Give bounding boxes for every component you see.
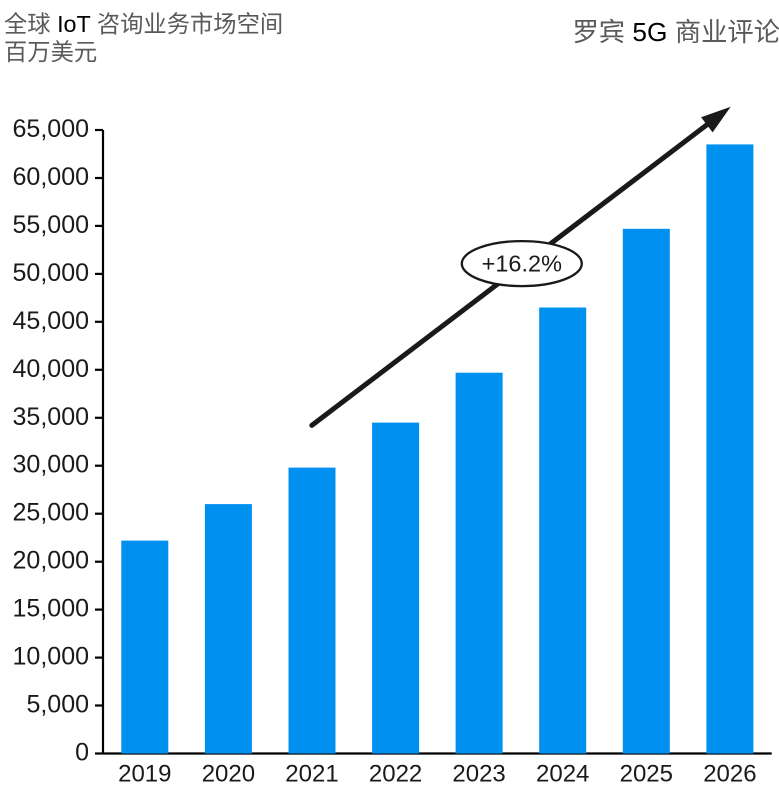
svg-text:0: 0 bbox=[75, 739, 89, 767]
svg-text:2020: 2020 bbox=[202, 761, 255, 788]
svg-text:50,000: 50,000 bbox=[13, 259, 89, 287]
svg-text:15,000: 15,000 bbox=[13, 595, 89, 623]
svg-text:2026: 2026 bbox=[703, 761, 756, 788]
svg-text:2021: 2021 bbox=[285, 761, 338, 788]
svg-text:55,000: 55,000 bbox=[13, 211, 89, 239]
svg-text:2023: 2023 bbox=[452, 761, 505, 788]
svg-text:30,000: 30,000 bbox=[13, 451, 89, 479]
svg-text:40,000: 40,000 bbox=[13, 355, 89, 383]
svg-text:+16.2%: +16.2% bbox=[482, 251, 562, 277]
svg-text:2024: 2024 bbox=[536, 761, 589, 788]
svg-text:45,000: 45,000 bbox=[13, 307, 89, 335]
svg-text:2019: 2019 bbox=[118, 761, 171, 788]
svg-text:5,000: 5,000 bbox=[26, 691, 89, 719]
svg-text:20,000: 20,000 bbox=[13, 547, 89, 575]
svg-text:2022: 2022 bbox=[369, 761, 422, 788]
svg-text:2025: 2025 bbox=[620, 761, 673, 788]
svg-text:60,000: 60,000 bbox=[13, 163, 89, 191]
svg-text:25,000: 25,000 bbox=[13, 499, 89, 527]
svg-text:65,000: 65,000 bbox=[13, 115, 89, 143]
svg-text:10,000: 10,000 bbox=[13, 643, 89, 671]
svg-text:35,000: 35,000 bbox=[13, 403, 89, 431]
